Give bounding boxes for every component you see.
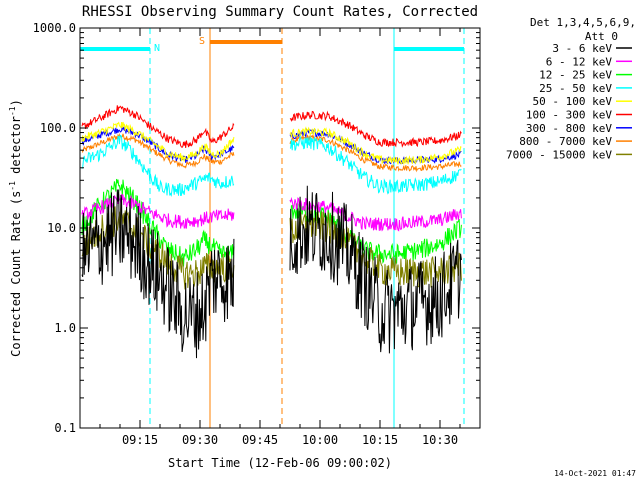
series-100-300-kev: [81, 105, 462, 148]
y-tick-label: 100.0: [40, 121, 76, 135]
series-line: [289, 127, 462, 165]
series-line: [81, 132, 235, 169]
y-tick-label: 0.1: [54, 421, 76, 435]
y-tick-label: 1000.0: [33, 21, 76, 35]
legend-header-line-2: Att 0: [585, 30, 618, 43]
x-tick-label: 09:45: [242, 433, 278, 447]
x-axis-label: Start Time (12-Feb-06 09:00:02): [168, 456, 392, 470]
series-line: [81, 189, 235, 359]
series-800-7000-kev: [81, 132, 462, 173]
timestamp: 14-Oct-2021 01:47: [554, 469, 636, 478]
y-axis-label-sup2: -1: [8, 106, 17, 116]
legend-item-label: 300 - 800 keV: [526, 122, 612, 135]
saa-label: S: [199, 36, 205, 47]
legend-item-label: 6 - 12 keV: [546, 55, 613, 68]
night-label: N: [154, 43, 160, 54]
series-line: [81, 134, 235, 198]
legend-item-label: 3 - 6 keV: [552, 42, 612, 55]
legend-item-label: 100 - 300 keV: [526, 109, 612, 122]
series-line: [289, 134, 462, 195]
series-line: [81, 121, 235, 162]
y-axis-label-sup1: -1: [8, 181, 17, 191]
chart-title: RHESSI Observing Summary Count Rates, Co…: [82, 4, 478, 20]
series-line: [289, 196, 462, 232]
legend-item-label: 25 - 50 keV: [539, 82, 612, 95]
x-tick-label: 09:30: [182, 433, 218, 447]
series-line: [289, 134, 462, 173]
series-line: [81, 105, 235, 148]
x-tick-label: 10:15: [362, 433, 398, 447]
series-25-50-kev: [81, 134, 462, 198]
legend-item-label: 50 - 100 keV: [533, 95, 613, 108]
legend-header-line-1: Det 1,3,4,5,6,9,: [530, 16, 636, 29]
series-layer: [81, 105, 462, 359]
y-axis-label-base: Corrected Count Rate (s: [9, 191, 23, 357]
y-tick-label: 1.0: [54, 321, 76, 335]
y-axis-label: Corrected Count Rate (s-1 detector-1): [8, 99, 23, 357]
legend-item-label: 800 - 7000 keV: [519, 135, 612, 148]
x-tick-label: 10:30: [422, 433, 458, 447]
legend-item-label: 7000 - 15000 keV: [506, 148, 612, 161]
series-line: [289, 185, 462, 354]
y-tick-label: 10.0: [47, 221, 76, 235]
series-50-100-kev: [81, 121, 462, 165]
series-line: [289, 126, 462, 165]
series-line: [289, 110, 462, 148]
y-axis: 1000.0 100.0 10.0 1.0 0.1: [33, 21, 480, 435]
series-3-6-kev: [81, 185, 462, 359]
x-tick-label: 10:00: [302, 433, 338, 447]
legend-item-label: 12 - 25 keV: [539, 69, 612, 82]
x-axis: 09:15 09:30 09:45 10:00 10:15 10:30: [99, 28, 481, 447]
series-line: [81, 194, 235, 229]
y-axis-label-end: ): [9, 99, 23, 106]
x-tick-label: 09:15: [122, 433, 158, 447]
y-axis-label-mid: detector: [9, 116, 23, 181]
